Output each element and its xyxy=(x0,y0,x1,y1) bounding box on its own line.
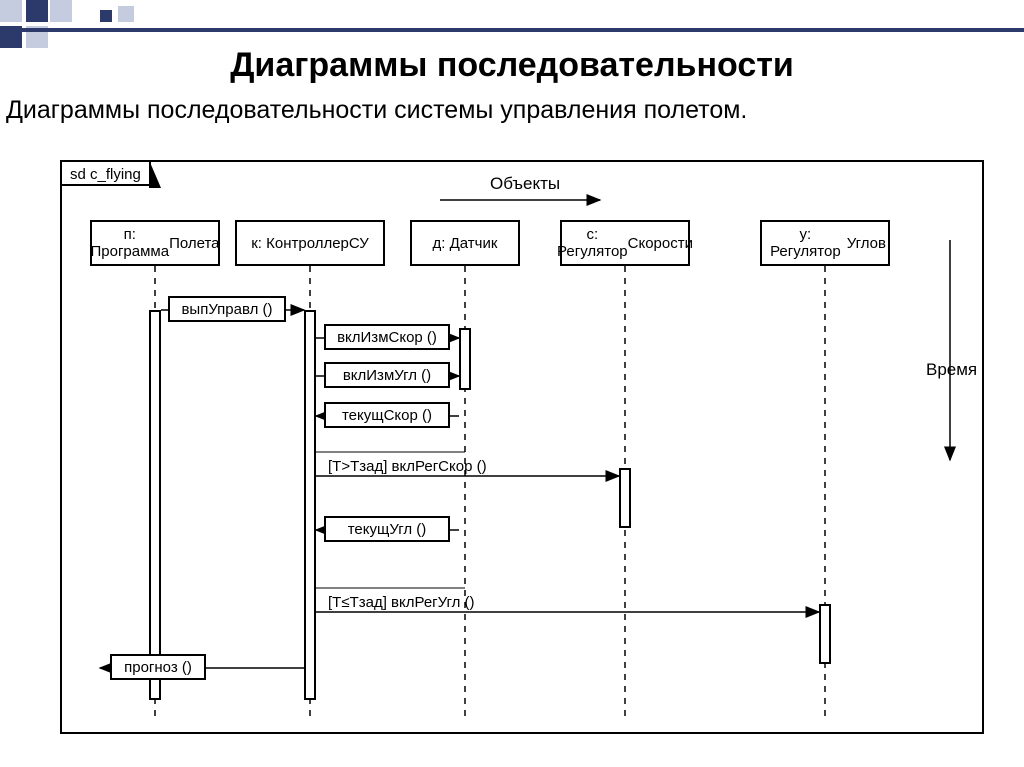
decor-square xyxy=(26,0,48,22)
participant-c: с: РегуляторСкорости xyxy=(560,220,690,266)
decor-square xyxy=(100,10,112,22)
page-subtitle: Диаграммы последовательности системы упр… xyxy=(6,96,747,125)
activation-c xyxy=(619,468,631,528)
participant-label-line: Углов xyxy=(847,235,886,252)
activation-u xyxy=(819,604,831,664)
page-title: Диаграммы последовательности xyxy=(0,46,1024,85)
participant-u: у: РегуляторУглов xyxy=(760,220,890,266)
participant-p: п: ПрограммаПолета xyxy=(90,220,220,266)
message-box: вклИзмУгл () xyxy=(324,362,450,388)
message-box: текущСкор () xyxy=(324,402,450,428)
activation-p xyxy=(149,310,161,700)
sequence-diagram: sd c_flying Объекты Время п: ПрограммаПо… xyxy=(60,160,980,740)
participant-label-line: у: Регулятор xyxy=(764,226,847,260)
participant-label-line: Скорости xyxy=(628,235,693,252)
message-label: [T>Tзад] вклРегСкор () xyxy=(328,458,487,475)
message-label: [T≤Tзад] вклРегУгл () xyxy=(328,594,475,611)
participant-label-line: Полета xyxy=(169,235,219,252)
top-accent-bar xyxy=(0,28,1024,32)
participant-k: к: КонтроллерСУ xyxy=(235,220,385,266)
participant-d: д: Датчик xyxy=(410,220,520,266)
message-box: текущУгл () xyxy=(324,516,450,542)
participant-label-line: к: КонтроллерСУ xyxy=(251,235,369,252)
message-box: выпУправл () xyxy=(168,296,286,322)
participant-label-line: с: Регулятор xyxy=(557,226,628,260)
participant-label-line: д: Датчик xyxy=(433,235,498,252)
activation-k xyxy=(304,310,316,700)
decor-square xyxy=(118,6,134,22)
decor-square xyxy=(0,0,22,22)
participant-label-line: п: Программа xyxy=(91,226,170,260)
activation-d xyxy=(459,328,471,390)
message-box: вклИзмСкор () xyxy=(324,324,450,350)
decor-square xyxy=(50,0,72,22)
message-box: прогноз () xyxy=(110,654,206,680)
